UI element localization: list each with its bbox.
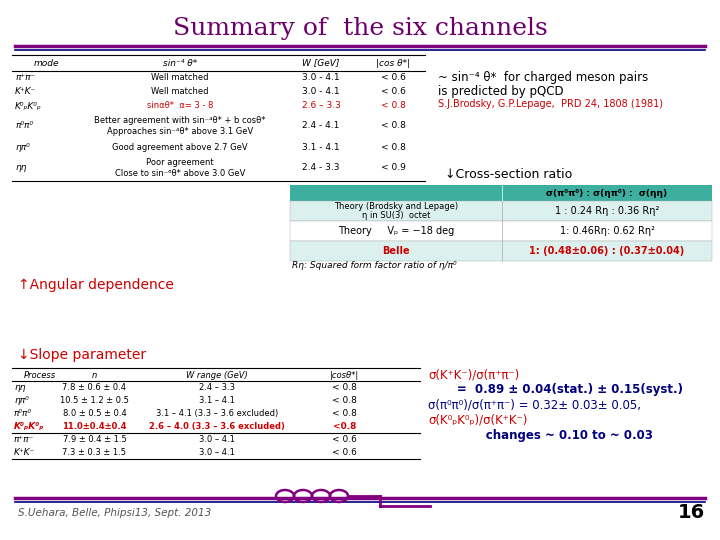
- Text: 2.6 – 3.3: 2.6 – 3.3: [302, 102, 341, 111]
- Text: Approaches sin⁻⁴θ* above 3.1 GeV: Approaches sin⁻⁴θ* above 3.1 GeV: [107, 127, 253, 136]
- Text: 3.1 – 4.1 (3.3 – 3.6 excluded): 3.1 – 4.1 (3.3 – 3.6 excluded): [156, 409, 278, 418]
- Bar: [290, 221, 712, 241]
- Text: 7.8 ± 0.6 ± 0.4: 7.8 ± 0.6 ± 0.4: [63, 383, 127, 392]
- Text: Theory     Vₚ = −18 deg: Theory Vₚ = −18 deg: [338, 226, 454, 236]
- Text: σ(K⁰ₚK⁰ₚ)/σ(K⁺K⁻): σ(K⁰ₚK⁰ₚ)/σ(K⁺K⁻): [428, 414, 527, 427]
- Text: 1: (0.48±0.06) : (0.37±0.04): 1: (0.48±0.06) : (0.37±0.04): [529, 246, 685, 256]
- Text: sin⁻⁴ θ*: sin⁻⁴ θ*: [163, 58, 197, 68]
- Text: ηη: ηη: [15, 164, 27, 172]
- Text: 3.0 - 4.1: 3.0 - 4.1: [302, 73, 340, 83]
- Text: 2.6 – 4.0 (3.3 – 3.6 excluded): 2.6 – 4.0 (3.3 – 3.6 excluded): [149, 422, 285, 431]
- Text: η in SU(3)  octet: η in SU(3) octet: [362, 211, 430, 220]
- Text: < 0.9: < 0.9: [381, 164, 406, 172]
- Text: |cos θ*|: |cos θ*|: [377, 58, 410, 68]
- Text: Rη: Squared form factor ratio of η/π⁰: Rη: Squared form factor ratio of η/π⁰: [292, 261, 456, 271]
- Text: =  0.89 ± 0.04(stat.) ± 0.15(syst.): = 0.89 ± 0.04(stat.) ± 0.15(syst.): [428, 383, 683, 396]
- Text: π⁰π⁰: π⁰π⁰: [14, 409, 32, 418]
- Text: 16: 16: [678, 503, 705, 523]
- Text: 2.4 – 3.3: 2.4 – 3.3: [199, 383, 235, 392]
- Text: Good agreement above 2.7 GeV: Good agreement above 2.7 GeV: [112, 143, 248, 152]
- Text: 3.0 - 4.1: 3.0 - 4.1: [302, 87, 340, 97]
- Text: π⁺π⁻: π⁺π⁻: [14, 435, 35, 444]
- Text: < 0.8: < 0.8: [332, 409, 357, 418]
- Text: < 0.8: < 0.8: [381, 102, 406, 111]
- Text: K⁰ₚK⁰ₚ: K⁰ₚK⁰ₚ: [14, 422, 45, 431]
- Text: 2.4 - 4.1: 2.4 - 4.1: [302, 122, 340, 131]
- Text: Process: Process: [24, 370, 55, 380]
- Text: 3.1 – 4.1: 3.1 – 4.1: [199, 396, 235, 405]
- Text: σ(π⁰π⁰) : σ(ηπ⁰) :  σ(ηη): σ(π⁰π⁰) : σ(ηπ⁰) : σ(ηη): [546, 188, 667, 198]
- Bar: [290, 201, 712, 221]
- Text: mode: mode: [33, 58, 59, 68]
- Text: 7.9 ± 0.4 ± 1.5: 7.9 ± 0.4 ± 1.5: [63, 435, 127, 444]
- Text: σ(K⁺K⁻)/σ(π⁺π⁻): σ(K⁺K⁻)/σ(π⁺π⁻): [428, 368, 519, 381]
- Text: Belle: Belle: [382, 246, 410, 256]
- Text: < 0.6: < 0.6: [332, 448, 357, 457]
- Text: ↑Angular dependence: ↑Angular dependence: [18, 278, 174, 292]
- Text: W [GeV]: W [GeV]: [302, 58, 340, 68]
- Text: K⁺K⁻: K⁺K⁻: [14, 448, 35, 457]
- Text: < 0.6: < 0.6: [332, 435, 357, 444]
- Text: < 0.8: < 0.8: [381, 122, 406, 131]
- Text: <0.8: <0.8: [333, 422, 356, 431]
- Text: |cosθ*|: |cosθ*|: [330, 370, 359, 380]
- Text: 10.5 ± 1.2 ± 0.5: 10.5 ± 1.2 ± 0.5: [60, 396, 129, 405]
- Text: π⁰π⁰: π⁰π⁰: [15, 122, 33, 131]
- Text: < 0.8: < 0.8: [381, 143, 406, 152]
- Text: Poor agreement: Poor agreement: [146, 158, 214, 167]
- Text: n: n: [92, 370, 97, 380]
- Text: σ(π⁰π⁰)/σ(π⁺π⁻) = 0.32± 0.03± 0.05,: σ(π⁰π⁰)/σ(π⁺π⁻) = 0.32± 0.03± 0.05,: [428, 399, 641, 411]
- Text: ~ sin⁻⁴ θ*  for charged meson pairs: ~ sin⁻⁴ θ* for charged meson pairs: [438, 71, 648, 84]
- Text: is predicted by pQCD: is predicted by pQCD: [438, 84, 564, 98]
- Text: < 0.8: < 0.8: [332, 383, 357, 392]
- Text: S.Uehara, Belle, Phipsi13, Sept. 2013: S.Uehara, Belle, Phipsi13, Sept. 2013: [18, 508, 211, 518]
- Text: 3.1 - 4.1: 3.1 - 4.1: [302, 143, 340, 152]
- Text: 3.0 – 4.1: 3.0 – 4.1: [199, 435, 235, 444]
- Text: Well matched: Well matched: [151, 87, 209, 97]
- Text: 1: 0.46Rη: 0.62 Rη²: 1: 0.46Rη: 0.62 Rη²: [559, 226, 654, 236]
- Text: ηπ⁰: ηπ⁰: [15, 143, 30, 152]
- Text: π⁺π⁻: π⁺π⁻: [15, 73, 35, 83]
- Text: W range (GeV): W range (GeV): [186, 370, 248, 380]
- Text: 1 : 0.24 Rη : 0.36 Rη²: 1 : 0.24 Rη : 0.36 Rη²: [555, 206, 660, 216]
- Text: 3.0 – 4.1: 3.0 – 4.1: [199, 448, 235, 457]
- Bar: [290, 241, 712, 261]
- Text: sinαθ*  α= 3 - 8: sinαθ* α= 3 - 8: [147, 102, 213, 111]
- Text: Theory (Brodsky and Lepage): Theory (Brodsky and Lepage): [334, 202, 458, 211]
- Text: < 0.6: < 0.6: [381, 87, 406, 97]
- Text: Better agreement with sin⁻⁴θ* + b cosθ*: Better agreement with sin⁻⁴θ* + b cosθ*: [94, 116, 266, 125]
- Text: ↓Cross-section ratio: ↓Cross-section ratio: [445, 168, 572, 181]
- Text: 11.0±0.4±0.4: 11.0±0.4±0.4: [62, 422, 127, 431]
- Text: changes ~ 0.10 to ~ 0.03: changes ~ 0.10 to ~ 0.03: [428, 429, 653, 442]
- Text: ↓Slope parameter: ↓Slope parameter: [18, 348, 146, 362]
- Bar: [290, 185, 712, 201]
- Text: 2.4 - 3.3: 2.4 - 3.3: [302, 164, 340, 172]
- Text: K⁰ₚK⁰ₚ: K⁰ₚK⁰ₚ: [15, 102, 42, 111]
- Text: < 0.6: < 0.6: [381, 73, 406, 83]
- Text: S.J.Brodsky, G.P.Lepage,  PRD 24, 1808 (1981): S.J.Brodsky, G.P.Lepage, PRD 24, 1808 (1…: [438, 99, 663, 109]
- Text: 7.3 ± 0.3 ± 1.5: 7.3 ± 0.3 ± 1.5: [63, 448, 127, 457]
- Text: ηπ⁰: ηπ⁰: [14, 396, 29, 405]
- Text: Close to sin⁻⁶θ* above 3.0 GeV: Close to sin⁻⁶θ* above 3.0 GeV: [114, 169, 246, 178]
- Text: Summary of  the six channels: Summary of the six channels: [173, 17, 547, 39]
- Text: 8.0 ± 0.5 ± 0.4: 8.0 ± 0.5 ± 0.4: [63, 409, 127, 418]
- Text: ηη: ηη: [14, 383, 25, 392]
- Text: < 0.8: < 0.8: [332, 396, 357, 405]
- Text: Well matched: Well matched: [151, 73, 209, 83]
- Text: K⁺K⁻: K⁺K⁻: [15, 87, 36, 97]
